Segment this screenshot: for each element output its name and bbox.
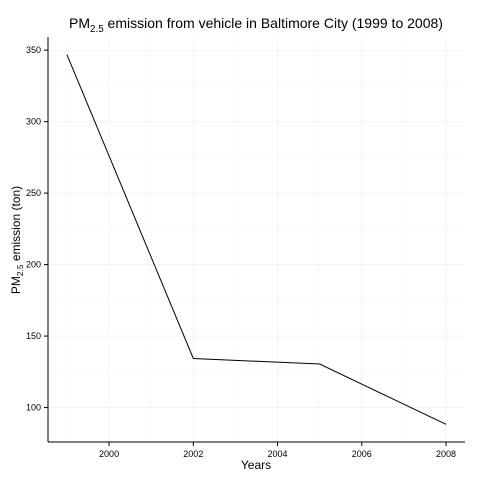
x-tick-label: 2002	[183, 449, 203, 459]
x-axis-label: Years	[241, 458, 271, 472]
x-tick-label: 2004	[268, 449, 288, 459]
y-tick-label: 150	[26, 331, 41, 341]
y-tick-label: 350	[26, 45, 41, 55]
x-tick-label: 2000	[99, 449, 119, 459]
x-tick-label: 2008	[436, 449, 456, 459]
y-tick-label: 200	[26, 260, 41, 270]
gridlines	[48, 37, 465, 442]
x-axis-ticks: 2000 2002 2004 2006 2008	[99, 442, 456, 459]
series-line	[66, 54, 447, 425]
series	[66, 54, 447, 425]
y-tick-label: 100	[26, 403, 41, 413]
chart-title: PM2.5 emission from vehicle in Baltimore…	[69, 15, 443, 35]
y-axis-ticks: 100 150 200 250 300 350	[26, 45, 48, 413]
y-axis-label: PM2.5 emission (ton)	[9, 186, 25, 294]
x-tick-label: 2006	[352, 449, 372, 459]
y-tick-label: 250	[26, 188, 41, 198]
y-tick-label: 300	[26, 117, 41, 127]
plot-area: 2000 2002 2004 2006 2008 100 150 200 250 300 350	[26, 37, 465, 459]
